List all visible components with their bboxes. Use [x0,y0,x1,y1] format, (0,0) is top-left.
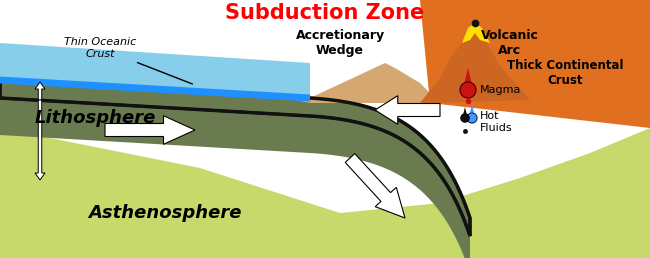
Text: Magma: Magma [480,85,521,95]
Text: Hot
Fluids: Hot Fluids [480,111,513,133]
FancyArrow shape [35,82,45,100]
Circle shape [461,114,469,122]
Text: Thick Continental
Crust: Thick Continental Crust [507,59,623,87]
FancyArrow shape [105,116,195,144]
Text: Volcanic
Arc: Volcanic Arc [481,29,539,57]
FancyArrow shape [35,100,45,180]
Polygon shape [463,107,467,117]
Circle shape [460,82,476,98]
Polygon shape [0,80,470,258]
FancyArrow shape [375,96,440,124]
FancyArrow shape [345,154,405,218]
Polygon shape [285,63,430,103]
Text: Thin Oceanic
Crust: Thin Oceanic Crust [64,37,192,84]
Polygon shape [0,43,310,98]
Polygon shape [420,28,530,103]
Text: Lithosphere: Lithosphere [34,109,156,127]
Circle shape [467,113,477,123]
Polygon shape [463,68,473,88]
Text: Subduction Zone: Subduction Zone [226,3,424,23]
Polygon shape [462,23,490,43]
Polygon shape [0,128,650,258]
Polygon shape [469,104,475,117]
Polygon shape [420,0,650,128]
Polygon shape [0,80,470,236]
Text: Asthenosphere: Asthenosphere [88,204,242,222]
Text: Accretionary
Wedge: Accretionary Wedge [296,29,385,57]
